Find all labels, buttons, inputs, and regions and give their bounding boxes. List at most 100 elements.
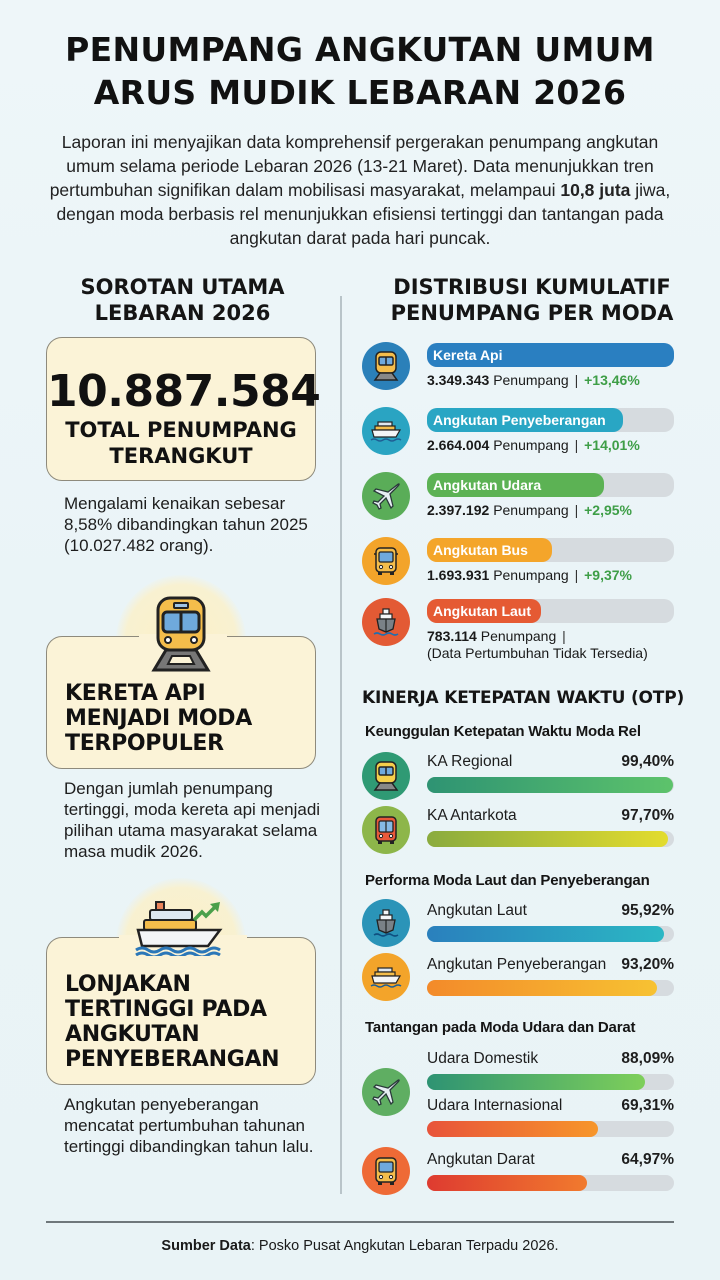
otp-group-title-sea: Performa Moda Laut dan Penyeberangan [365, 872, 650, 889]
title-line-2: ARUS MUDIK LEBARAN 2026 [93, 73, 627, 112]
highlight-ferry-line-3: ANGKUTAN [65, 1022, 200, 1047]
otp-row-angkutan-laut: Angkutan Laut 95,92% [362, 902, 682, 946]
otp-value: 95,92% [621, 902, 674, 919]
passenger-count: 3.349.343 [427, 372, 490, 388]
source-footer: Sumber Data: Posko Pusat Angkutan Lebara… [0, 1238, 720, 1254]
unit-label: Penumpang [480, 628, 557, 644]
otp-bar-track [427, 926, 674, 942]
passenger-count: 2.397.192 [427, 502, 490, 518]
otp-label: KA Antarkota [427, 807, 517, 824]
column-divider [340, 296, 342, 1194]
highlight-title-ferry: LONJAKAN TERTINGGI PADA ANGKUTAN PENYEBE… [65, 972, 280, 1072]
distribution-bar-fill: Angkutan Laut [427, 599, 541, 623]
otp-bar-track [427, 1175, 674, 1191]
distribution-bar-track: Angkutan Penyeberangan [427, 408, 674, 432]
highlights-title: SOROTAN UTAMA LEBARAN 2026 [40, 274, 325, 326]
highlight-train-line-1: KERETA API [65, 681, 206, 706]
intro-text-1: Laporan ini menyajikan data komprehensif… [49, 132, 659, 200]
otp-bar-fill [427, 1121, 599, 1137]
airplane-icon [362, 1068, 410, 1116]
passenger-count: 1.693.931 [427, 567, 490, 583]
distribution-row-kereta-api: Kereta Api 3.349.343 Penumpang | +13,46% [362, 342, 682, 402]
otp-value: 64,97% [621, 1151, 674, 1168]
distribution-stats: 1.693.931 Penumpang | +9,37% [427, 567, 632, 584]
otp-label: Udara Domestik [427, 1050, 539, 1067]
distribution-bar-track: Kereta Api [427, 343, 674, 367]
highlight-desc-ferry: Angkutan penyeberangan mencatat pertumbu… [64, 1095, 314, 1156]
otp-label: Angkutan Laut [427, 902, 527, 919]
highlights-title-line-2: LEBARAN 2026 [94, 301, 271, 325]
ship-icon [362, 899, 410, 947]
otp-label: Udara Internasional [427, 1097, 563, 1114]
total-label-line-2: TERANGKUT [109, 444, 253, 468]
bus-icon [362, 1147, 410, 1195]
train-icon [151, 596, 211, 672]
total-passengers-card: 10.887.584 TOTAL PENUMPANG TERANGKUT [46, 337, 321, 481]
growth-note: (Data Pertumbuhan Tidak Tersedia) [427, 645, 648, 661]
otp-bar-fill [427, 1074, 645, 1090]
highlight-train-line-3: TERPOPULER [65, 731, 224, 756]
highlight-ferry-line-1: LONJAKAN [65, 972, 191, 997]
intro-paragraph: Laporan ini menyajikan data komprehensif… [40, 130, 680, 250]
otp-group-title-rail: Keunggulan Ketepatan Waktu Moda Rel [365, 723, 641, 740]
highlights-title-line-1: SOROTAN UTAMA [80, 275, 285, 299]
ferry-icon [362, 407, 410, 455]
distribution-bar-track: Angkutan Laut [427, 599, 674, 623]
otp-bar-fill [427, 980, 658, 996]
otp-row-angkutan-darat: Angkutan Darat 64,97% [362, 1151, 682, 1195]
highlight-card-ferry: LONJAKAN TERTINGGI PADA ANGKUTAN PENYEBE… [46, 935, 316, 1085]
passenger-count: 783.114 [427, 628, 477, 644]
growth-value: +9,37% [584, 567, 632, 583]
otp-title: KINERJA KETEPATAN WAKTU (OTP) [362, 688, 685, 708]
distribution-bar-fill: Angkutan Penyeberangan [427, 408, 624, 432]
growth-value: +2,95% [584, 502, 632, 518]
highlight-desc-train: Dengan jumlah penumpang tertinggi, moda … [64, 779, 321, 861]
train-icon [362, 752, 410, 800]
ship-icon [362, 598, 410, 646]
distribution-bar-fill: Kereta Api [427, 343, 674, 367]
distribution-title-line-2: PENUMPANG PER MODA [390, 301, 674, 325]
separator: | [562, 628, 566, 644]
separator: | [574, 567, 579, 583]
otp-value: 69,31% [621, 1097, 674, 1114]
distribution-row-bus: Angkutan Bus 1.693.931 Penumpang | +9,37… [362, 537, 682, 597]
highlight-title-train: KERETA API MENJADI MODA TERPOPULER [65, 681, 252, 756]
distribution-bar-fill: Angkutan Udara [427, 473, 604, 497]
otp-label: Angkutan Penyeberangan [427, 956, 607, 973]
train-icon [362, 342, 410, 390]
otp-bar-track [427, 831, 674, 847]
highlight-ferry-line-2: TERTINGGI PADA [65, 997, 267, 1022]
distribution-stats: 783.114 Penumpang | (Data Pertumbuhan Ti… [427, 628, 648, 662]
distribution-title: DISTRIBUSI KUMULATIF PENUMPANG PER MODA [352, 274, 712, 326]
otp-bar-track [427, 777, 674, 793]
unit-label: Penumpang [493, 437, 569, 453]
otp-value: 88,09% [621, 1050, 674, 1067]
otp-value: 97,70% [621, 807, 674, 824]
growth-value: +13,46% [584, 372, 640, 388]
highlight-train-line-2: MENJADI MODA [65, 706, 252, 731]
otp-label: KA Regional [427, 753, 513, 770]
distribution-row-udara: Angkutan Udara 2.397.192 Penumpang | +2,… [362, 472, 682, 532]
otp-row-ka-antarkota: KA Antarkota 97,70% [362, 807, 682, 851]
airplane-icon [362, 472, 410, 520]
source-label: Sumber Data [161, 1238, 251, 1254]
otp-bar-fill [427, 831, 669, 847]
intro-bold: 10,8 juta [560, 180, 631, 200]
bus-icon [362, 537, 410, 585]
otp-bar-fill [427, 1175, 588, 1191]
footer-divider [46, 1221, 674, 1223]
title-line-1: PENUMPANG ANGKUTAN UMUM [65, 30, 655, 69]
source-text: : Posko Pusat Angkutan Lebaran Terpadu 2… [250, 1238, 559, 1254]
separator: | [574, 372, 579, 388]
distribution-bar-track: Angkutan Bus [427, 538, 674, 562]
passenger-count: 2.664.004 [427, 437, 490, 453]
otp-row-angkutan-penyeberangan: Angkutan Penyeberangan 93,20% [362, 956, 682, 1000]
otp-bar-track [427, 980, 674, 996]
intro-text-2: jiwa, dengan moda berbasis rel menunjukk… [56, 180, 671, 248]
distribution-bar-track: Angkutan Udara [427, 473, 674, 497]
otp-bar-fill [427, 926, 664, 942]
distribution-stats: 2.664.004 Penumpang | +14,01% [427, 437, 640, 454]
unit-label: Penumpang [493, 567, 569, 583]
otp-row-udara-domestik: Udara Domestik 88,09% [362, 1050, 682, 1094]
